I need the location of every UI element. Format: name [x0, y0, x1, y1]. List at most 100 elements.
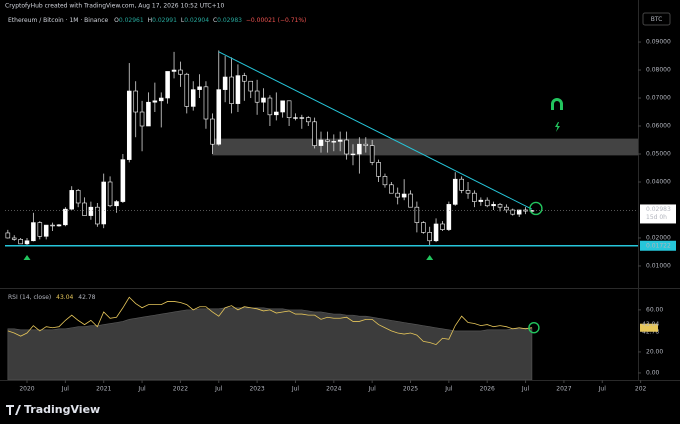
candle-body [459, 178, 464, 191]
candle-body [63, 208, 68, 226]
candle-body [82, 202, 87, 216]
x-tick-label: 2027 [556, 386, 571, 393]
low-value: 0.02904 [184, 17, 209, 24]
x-tick-label: Jul [444, 386, 453, 393]
candle-body [158, 97, 164, 102]
candle-body [331, 141, 337, 143]
candle-body [504, 206, 509, 211]
currency[interactable]: BTC [651, 16, 663, 23]
candle-body [50, 224, 55, 227]
y-tick-label: 0.06000 [646, 123, 671, 130]
axis-layer: 0.01000 0.02000 0.04000 0.05000 0.06000 0.070… [19, 39, 676, 393]
candle-body [305, 117, 311, 123]
candle-body [395, 192, 400, 198]
candle-body [216, 89, 222, 145]
candle-body [190, 89, 196, 107]
y-tick-label: 60.00 [646, 306, 663, 313]
x-tick-label: 2025 [403, 386, 418, 393]
candle-body [229, 76, 234, 104]
support-label: 0.01722 [646, 242, 671, 249]
candle-body [203, 86, 209, 120]
trendline [218, 51, 533, 210]
value-label: 42.78 [642, 328, 659, 335]
last-price-box [640, 204, 676, 224]
candle-body [248, 80, 254, 92]
candle-body [465, 190, 471, 194]
candle-body [11, 237, 17, 240]
candle-body [171, 69, 177, 72]
x-tick-label: 2021 [96, 386, 111, 393]
pane [5, 50, 638, 260]
rsi-legend: RSI (14, close) 43.04 42.78 [8, 294, 96, 301]
close-value: 0.02983 [217, 17, 242, 24]
x-tick-label: 2026 [480, 386, 495, 393]
x-tick-label: 2024 [326, 386, 341, 393]
highlight-circle [529, 201, 543, 216]
candle-body [222, 76, 228, 90]
candle-body [344, 139, 349, 155]
x-tick-label: Jul [214, 386, 223, 393]
candle-body [120, 159, 126, 202]
candle-body [440, 223, 445, 230]
last-price-label: 0.02983 [646, 206, 671, 213]
value-label: 43.04 [642, 321, 659, 328]
rsi-ma-value: 42.78 [78, 294, 95, 301]
symbol: Ethereum / Bitcoin · 1M · Binance [8, 17, 109, 24]
candle-body [414, 206, 420, 223]
candle-body [152, 100, 158, 103]
candle-body [274, 111, 279, 116]
candle-body [376, 162, 381, 177]
y-tick-label: 0.04000 [646, 178, 671, 185]
candle-body [133, 90, 138, 113]
candle-body [31, 222, 36, 242]
candle-body [254, 90, 260, 103]
candle-body [56, 224, 62, 227]
candle-body [510, 209, 516, 215]
candle-body [107, 181, 113, 207]
x-tick-label: 202 [635, 386, 647, 393]
supply-zone [212, 138, 638, 156]
x-tick-label: Jul [521, 386, 530, 393]
candle-body [280, 100, 285, 113]
candle-body [408, 193, 413, 208]
marker-triangle [23, 255, 31, 260]
candle-body [337, 139, 343, 142]
candle-body [293, 117, 298, 119]
candle-body [433, 223, 439, 242]
support-label-box [640, 240, 676, 251]
open-value: 0.02961 [119, 17, 144, 24]
brand: TradingView [24, 403, 100, 416]
candle-body [114, 201, 119, 207]
ohlc-label: H [148, 17, 153, 24]
rsi-ma-area [7, 307, 533, 380]
candle-body [312, 121, 317, 146]
candle-body [299, 117, 305, 119]
candle-body [267, 97, 273, 116]
candle-body [516, 209, 522, 215]
candle-body [184, 73, 190, 107]
currency-button[interactable] [642, 12, 671, 26]
candle-body [139, 111, 145, 127]
x-tick-label: Jul [61, 386, 70, 393]
rsi-line [7, 296, 532, 346]
candle-body [389, 184, 394, 194]
candle-body [210, 118, 215, 145]
candle-body [325, 139, 330, 142]
y-tick-label: 0.05000 [646, 151, 671, 158]
candle-body [37, 222, 43, 237]
rsi-value: 43.04 [56, 294, 73, 301]
value-box [640, 323, 658, 332]
y-tick-label: 20.00 [646, 348, 663, 355]
y-tick-label: 0.08000 [646, 67, 671, 74]
x-tick-label: Jul [598, 386, 607, 393]
x-tick-label: Jul [291, 386, 300, 393]
y-tick-label: 0.00 [646, 369, 660, 376]
candle-body [478, 199, 484, 202]
candle-body [427, 232, 432, 242]
candle-body [261, 97, 266, 103]
candle-body [382, 176, 388, 186]
candle-body [421, 222, 426, 233]
candle-body [286, 100, 292, 118]
ohlc-label: L [181, 17, 185, 24]
